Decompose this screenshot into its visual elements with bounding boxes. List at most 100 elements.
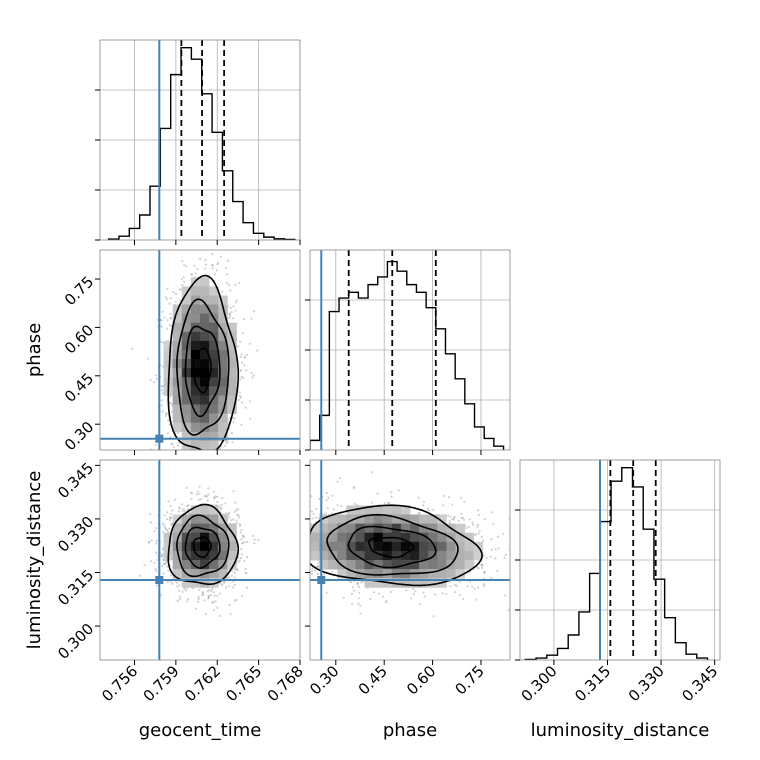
sample-point [204, 494, 207, 497]
sample-point [169, 316, 172, 319]
sample-point [224, 502, 227, 505]
sample-point [226, 259, 230, 262]
density-cell [391, 523, 402, 534]
sample-point [202, 593, 205, 596]
sample-point [331, 570, 334, 573]
sample-point [183, 587, 186, 591]
density-cell [181, 304, 192, 314]
sample-point [248, 342, 251, 345]
density-cell [400, 514, 411, 524]
sample-point [217, 483, 219, 485]
sample-point [238, 523, 241, 526]
sample-point [228, 603, 231, 607]
density-cell [209, 304, 219, 314]
sample-point [475, 598, 478, 601]
contours [167, 274, 240, 450]
sample-point [178, 597, 181, 601]
sample-point [178, 288, 181, 291]
sample-point [351, 603, 354, 606]
sample-point [454, 591, 457, 594]
sample-point [210, 264, 214, 267]
density-cell [319, 532, 329, 543]
sample-point [295, 551, 297, 553]
sample-point [177, 510, 180, 513]
sample-point [165, 450, 167, 452]
density-cell [355, 532, 365, 543]
density-cell [218, 569, 228, 579]
density-cell [218, 523, 228, 534]
sample-point [227, 585, 230, 588]
sample-point [422, 504, 425, 507]
density-cell [455, 569, 465, 579]
density-cell [200, 560, 210, 570]
sample-point [250, 317, 253, 320]
sample-point [201, 591, 204, 594]
sample-point [156, 584, 159, 587]
density-cell [181, 395, 192, 405]
sample-point [445, 592, 448, 596]
sample-point [251, 376, 254, 379]
density-cell [355, 505, 365, 515]
sample-point [164, 528, 168, 531]
sample-point [183, 263, 186, 266]
sample-point [239, 394, 242, 398]
sample-point [172, 446, 176, 449]
sample-point [481, 564, 484, 567]
sample-point [178, 589, 181, 592]
sample-point [174, 464, 176, 466]
sample-point [303, 576, 305, 578]
contour-3 [167, 274, 240, 450]
sample-point [189, 454, 191, 456]
sample-point [496, 535, 499, 539]
sample-point [228, 576, 231, 579]
sample-point [297, 526, 299, 528]
y-tick-label: 0.75 [61, 273, 97, 309]
sample-point [192, 587, 195, 590]
sample-point [298, 564, 300, 566]
sample-point [249, 494, 251, 496]
density-cell [218, 422, 228, 433]
density-cell [190, 386, 201, 396]
sample-point [293, 539, 295, 541]
sample-point [231, 570, 234, 573]
density-cell [446, 569, 456, 579]
sample-point [167, 530, 170, 533]
density-cell [355, 550, 365, 561]
sample-point [463, 518, 466, 521]
sample-point [235, 599, 238, 602]
y-tick-label: 0.315 [54, 566, 97, 609]
sample-point [305, 525, 307, 527]
truth-marker [155, 576, 164, 584]
density-cell [218, 377, 228, 387]
sample-point [245, 572, 248, 575]
density-cell [373, 505, 384, 515]
sample-point [191, 461, 193, 463]
density-cell [172, 322, 183, 333]
sample-point [215, 484, 217, 486]
sample-point [153, 561, 156, 564]
sample-point [176, 585, 179, 588]
sample-point [237, 514, 240, 517]
sample-point [168, 324, 171, 327]
sample-point [460, 496, 463, 499]
sample-point [161, 410, 164, 413]
density-cell [181, 286, 192, 296]
density-cell [364, 532, 374, 543]
sample-point [186, 597, 190, 601]
sample-point [187, 470, 189, 472]
density-cell [200, 550, 210, 561]
sample-point [244, 567, 247, 571]
sample-point [315, 508, 318, 511]
density-cell [200, 440, 210, 450]
sample-point [194, 471, 196, 473]
sample-point [219, 255, 222, 258]
density-cell [310, 550, 320, 561]
sample-point [155, 527, 158, 530]
density-cell [410, 523, 420, 534]
sample-point [359, 612, 362, 615]
density-cell [227, 404, 237, 414]
sample-point [181, 484, 183, 486]
density-cell [410, 578, 420, 588]
sample-point [494, 557, 497, 560]
density-cell [200, 295, 210, 305]
